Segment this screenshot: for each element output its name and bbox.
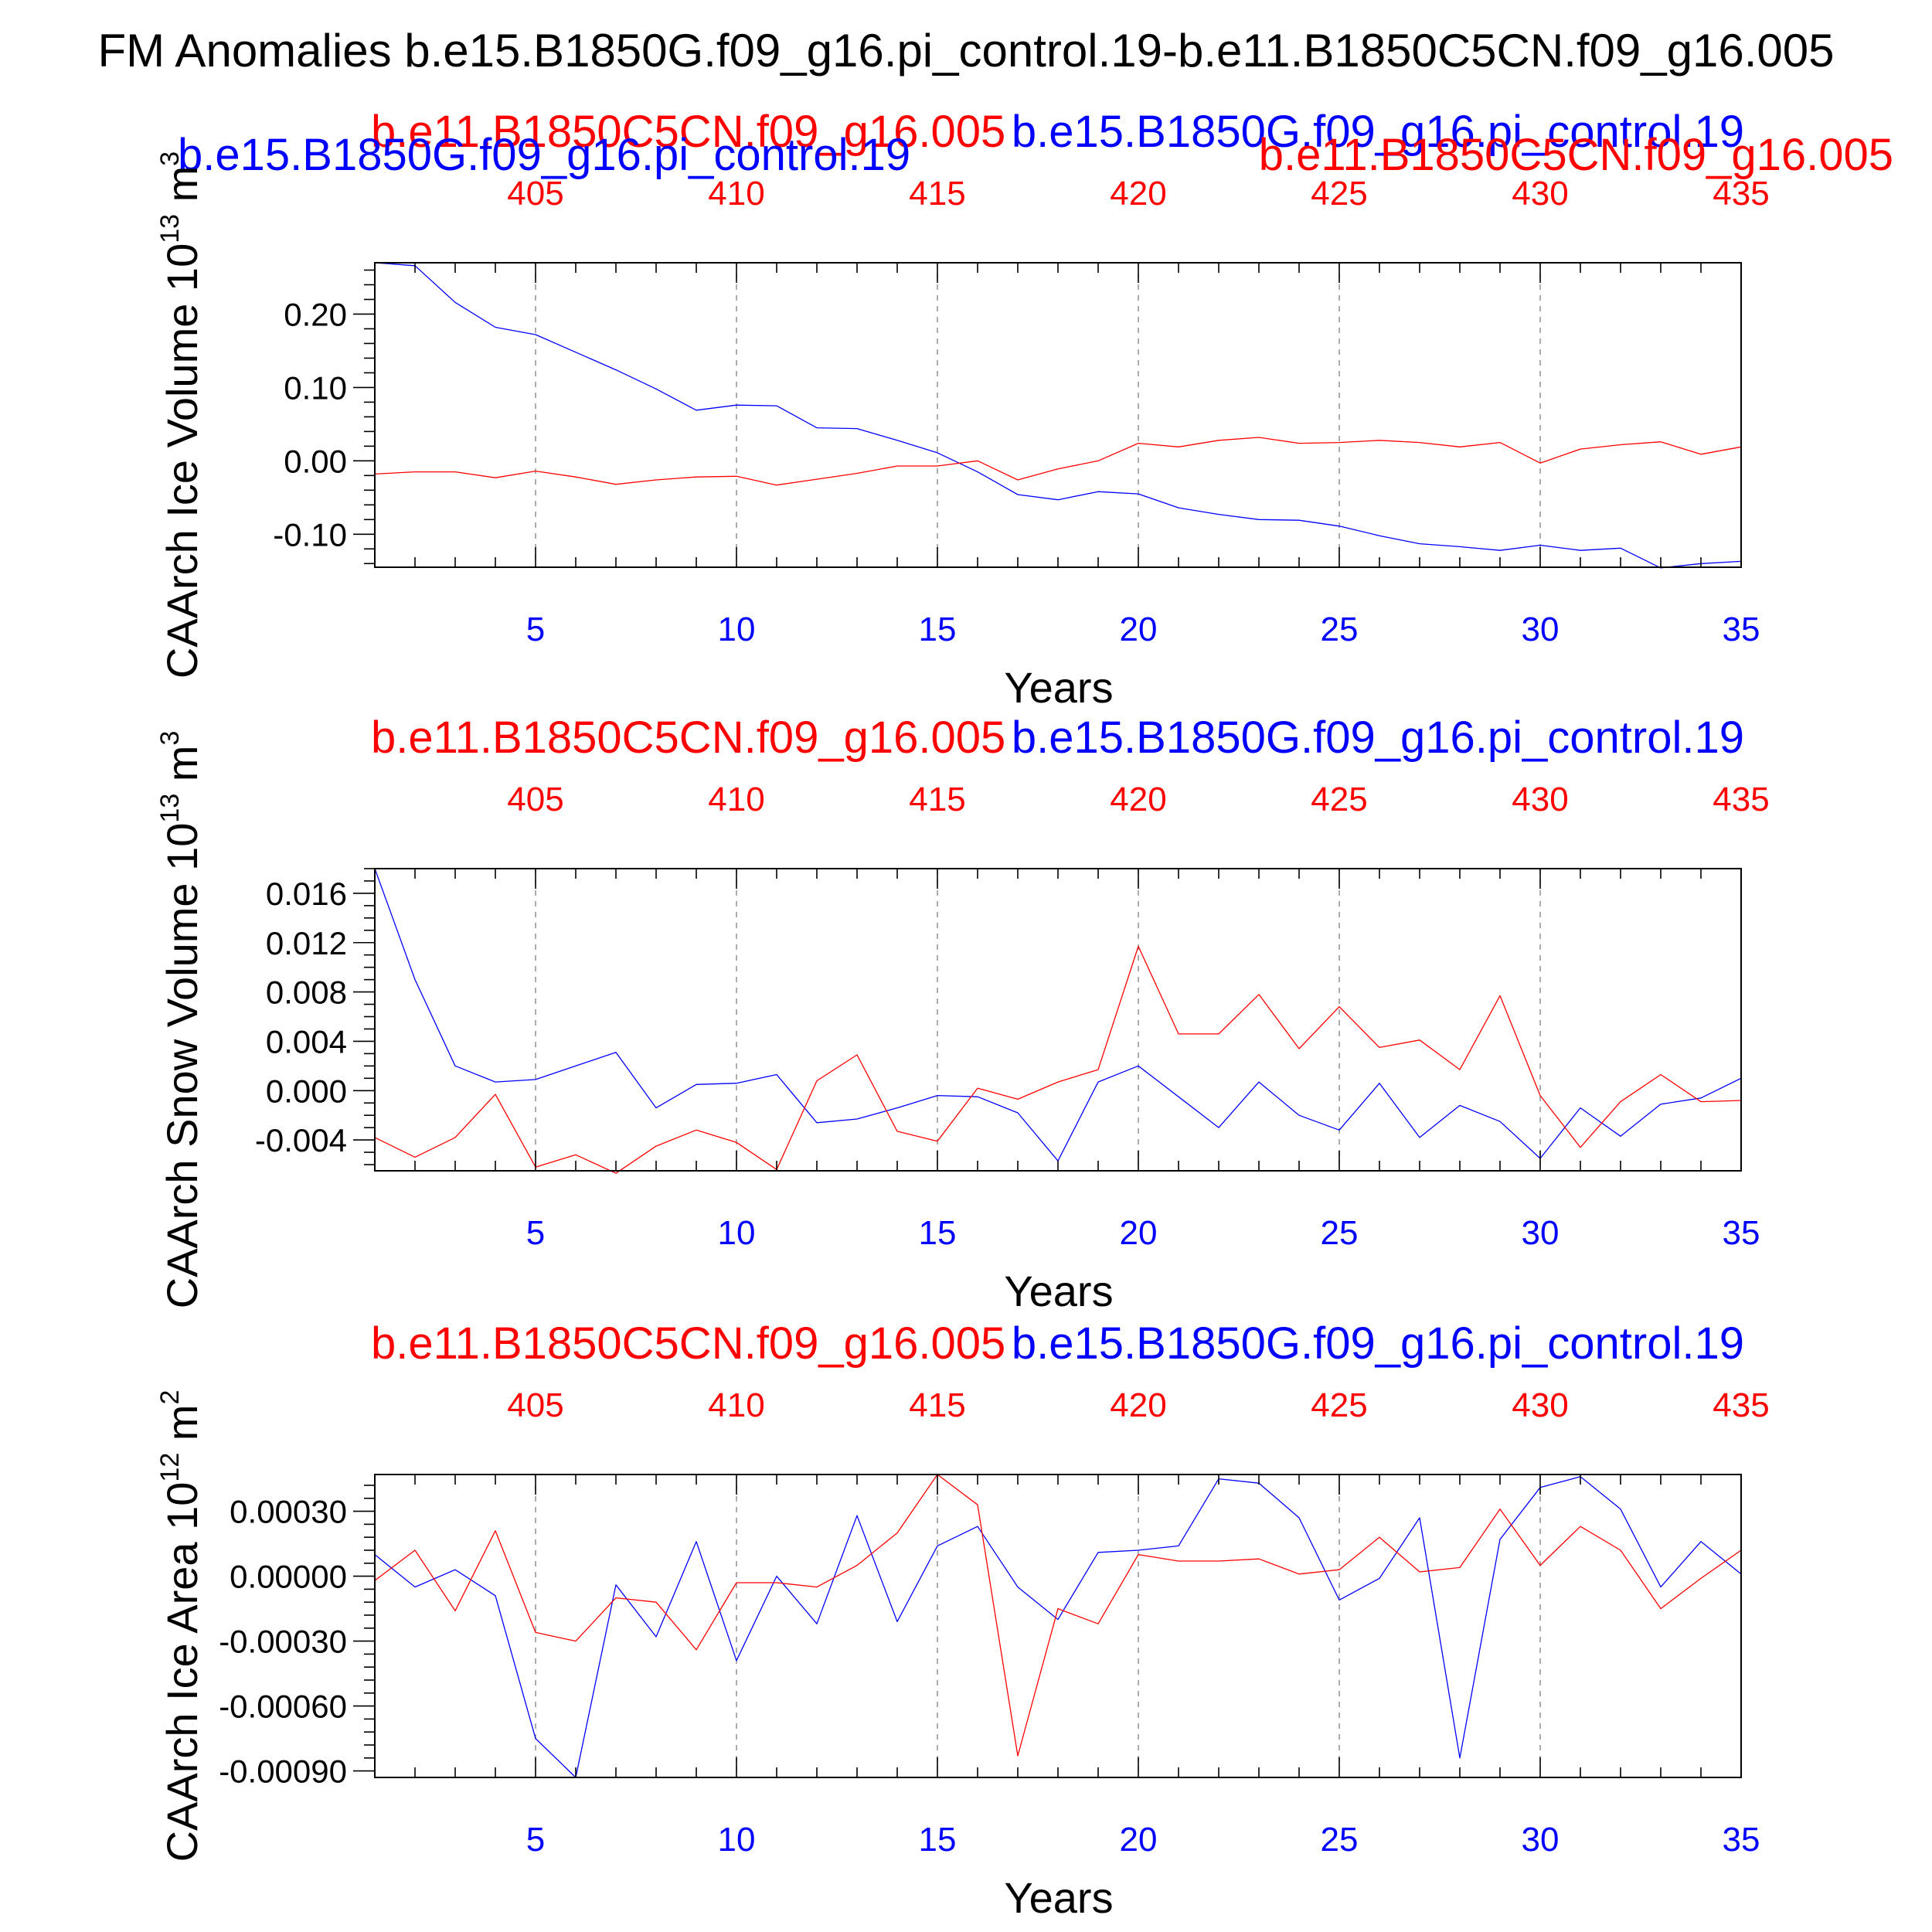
y-axis-label: CAArch Snow Volume 1013 m3 [155,731,206,1309]
x-tick-label-bottom: 20 [1120,1821,1158,1859]
series-label-c5cn-005: b.e11.B1850C5CN.f09_g16.005 [371,1318,1005,1369]
x-tick-label-bottom: 25 [1321,611,1359,648]
y-tick-label: 0.20 [284,296,347,332]
x-tick-label-bottom: 30 [1522,611,1560,648]
x-tick-label-top: 425 [1311,781,1367,818]
y-tick-label: 0.016 [266,876,347,912]
y-tick-label: 0.00 [284,443,347,479]
x-tick-label-bottom: 15 [919,1821,957,1859]
x-tick-label-bottom: 25 [1321,1214,1359,1252]
x-tick-label-bottom: 20 [1120,611,1158,648]
x-tick-label-bottom: 20 [1120,1214,1158,1252]
y-tick-label: 0.000 [266,1073,347,1109]
chart-panel-2: -0.004 0.000 0.004 0.008 0.012 0.016 5 10 15 20 25… [155,713,1770,1315]
x-tick-label-bottom: 5 [526,1214,545,1252]
plot-frame [374,868,1742,1172]
x-tick-label-bottom: 15 [919,1214,957,1252]
y-tick-label: 0.012 [266,925,347,961]
x-tick-label-bottom: 15 [919,611,957,648]
series-line-c5cn-005 [374,945,1742,1174]
x-tick-label-top: 410 [708,1386,764,1424]
x-tick-label-bottom: 35 [1723,1214,1760,1252]
x-tick-label-top: 405 [507,1386,563,1424]
x-tick-label-bottom: 10 [718,1214,756,1252]
series-label-c5cn-005: b.e11.B1850C5CN.f09_g16.005 [371,713,1005,763]
x-tick-label-top: 405 [507,175,563,213]
y-tick-label: -0.00030 [219,1624,347,1660]
series-label-pi-control-19: b.e15.B1850G.f09_g16.pi_control.19 [1012,107,1744,157]
x-tick-label-top: 435 [1713,781,1769,818]
x-tick-label-top: 435 [1713,175,1769,213]
y-tick-label: 0.00000 [230,1559,347,1595]
series-line-pi-control-19 [374,868,1742,1162]
panels-container: -0.10 0.00 0.10 0.20 5 10 15 20 25 30 35 405 410 415 4… [155,107,1893,1922]
x-tick-label-top: 410 [708,781,764,818]
x-tick-label-top: 415 [909,175,965,213]
series-line-c5cn-005 [374,1474,1742,1757]
series-label-c5cn-005-right: b.e11.B1850C5CN.f09_g16.005 [1259,130,1893,180]
x-axis-label: Years [1004,1873,1113,1922]
x-tick-label-bottom: 30 [1522,1214,1560,1252]
y-tick-label: -0.004 [255,1122,347,1158]
y-axis-label: CAArch Ice Area 1012 m2 [155,1390,206,1862]
x-tick-label-top: 430 [1512,175,1568,213]
x-axis-label: Years [1004,1267,1113,1315]
series-label-c5cn-005: b.e11.B1850C5CN.f09_g16.005 [371,107,1005,157]
x-tick-label-top: 430 [1512,781,1568,818]
figure-title: FM Anomalies b.e15.B1850G.f09_g16.pi_con… [97,25,1834,77]
x-axis-label: Years [1004,663,1113,712]
x-tick-label-bottom: 30 [1522,1821,1560,1859]
y-tick-label: -0.00090 [219,1753,347,1790]
series-line-pi-control-19 [374,262,1742,569]
x-tick-label-top: 425 [1311,175,1367,213]
x-tick-label-top: 415 [909,1386,965,1424]
series-line-c5cn-005 [374,437,1742,486]
x-tick-label-top: 435 [1713,1386,1769,1424]
y-tick-label: 0.008 [266,975,347,1011]
x-tick-label-bottom: 35 [1723,611,1760,648]
x-tick-label-top: 420 [1110,175,1166,213]
x-tick-label-bottom: 10 [718,1821,756,1859]
x-tick-label-bottom: 10 [718,611,756,648]
x-tick-label-bottom: 5 [526,1821,545,1859]
x-tick-label-top: 415 [909,781,965,818]
x-tick-label-top: 430 [1512,1386,1568,1424]
y-tick-label: 0.004 [266,1023,347,1060]
x-tick-label-bottom: 25 [1321,1821,1359,1859]
x-tick-label-top: 425 [1311,1386,1367,1424]
y-tick-label: -0.10 [273,516,347,553]
plot-frame [374,1474,1742,1778]
x-tick-label-top: 410 [708,175,764,213]
plot-frame [374,262,1742,568]
x-tick-label-bottom: 35 [1723,1821,1760,1859]
y-tick-label: -0.00060 [219,1689,347,1725]
y-tick-label: 0.00030 [230,1494,347,1530]
chart-panel-1: -0.10 0.00 0.10 0.20 5 10 15 20 25 30 35 405 410 415 4… [155,107,1893,712]
series-line-pi-control-19 [374,1476,1742,1778]
x-tick-label-top: 420 [1110,781,1166,818]
chart-panel-3: -0.00090 -0.00060 -0.00030 0.00000 0.00030 5 1… [155,1318,1770,1922]
x-tick-label-bottom: 5 [526,611,545,648]
series-label-pi-control-19: b.e15.B1850G.f09_g16.pi_control.19 [1012,1318,1744,1369]
series-label-pi-control-19-left: b.e15.B1850G.f09_g16.pi_control.19 [178,130,910,180]
x-tick-label-top: 405 [507,781,563,818]
series-label-pi-control-19: b.e15.B1850G.f09_g16.pi_control.19 [1012,713,1744,763]
x-tick-label-top: 420 [1110,1386,1166,1424]
y-axis-label: CAArch Ice Volume 1013 m3 [155,151,206,679]
y-tick-label: 0.10 [284,369,347,406]
